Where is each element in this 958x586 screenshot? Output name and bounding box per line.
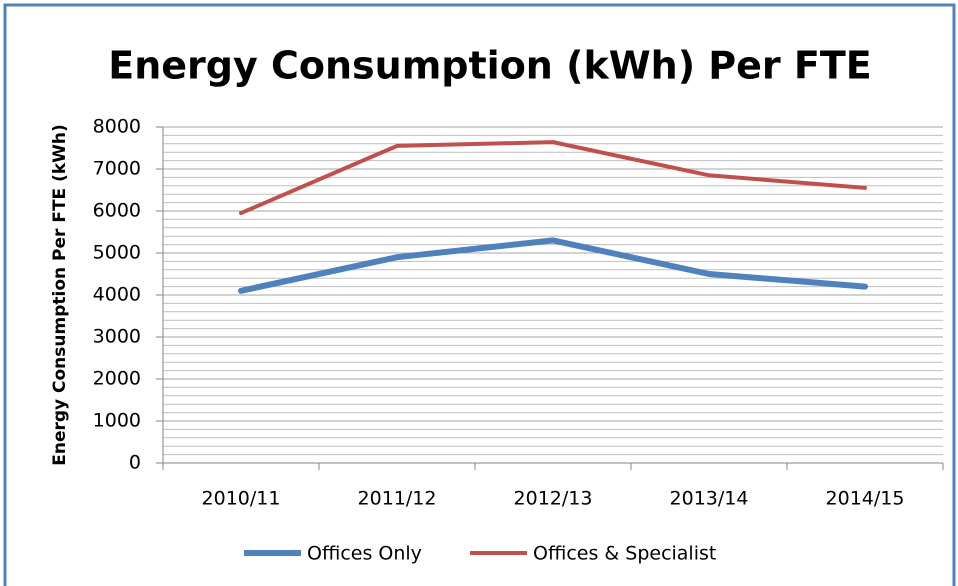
y-tick-label: 4000	[93, 284, 141, 306]
x-tick-label: 2012/13	[514, 488, 593, 510]
y-tick-label: 6000	[93, 200, 141, 222]
y-axis-label: Energy Consumption Per FTE (kWh)	[50, 124, 70, 466]
x-tick-label: 2011/12	[358, 488, 437, 510]
y-tick-label: 7000	[93, 158, 141, 180]
x-tick-label: 2010/11	[202, 488, 281, 510]
series-line	[239, 140, 867, 216]
y-tick-label: 8000	[93, 116, 141, 138]
y-tick-label: 0	[129, 452, 141, 474]
chart-title: Energy Consumption (kWh) Per FTE	[108, 44, 871, 88]
y-tick-label: 5000	[93, 242, 141, 264]
legend-label: Offices Only	[307, 543, 422, 565]
x-tick-label: 2014/15	[826, 488, 905, 510]
x-tick-label: 2013/14	[670, 488, 749, 510]
y-tick-label: 2000	[93, 368, 141, 390]
series-line	[238, 237, 868, 294]
y-tick-label: 1000	[93, 410, 141, 432]
legend-label: Offices & Specialist	[533, 543, 716, 565]
y-tick-label: 3000	[93, 326, 141, 348]
